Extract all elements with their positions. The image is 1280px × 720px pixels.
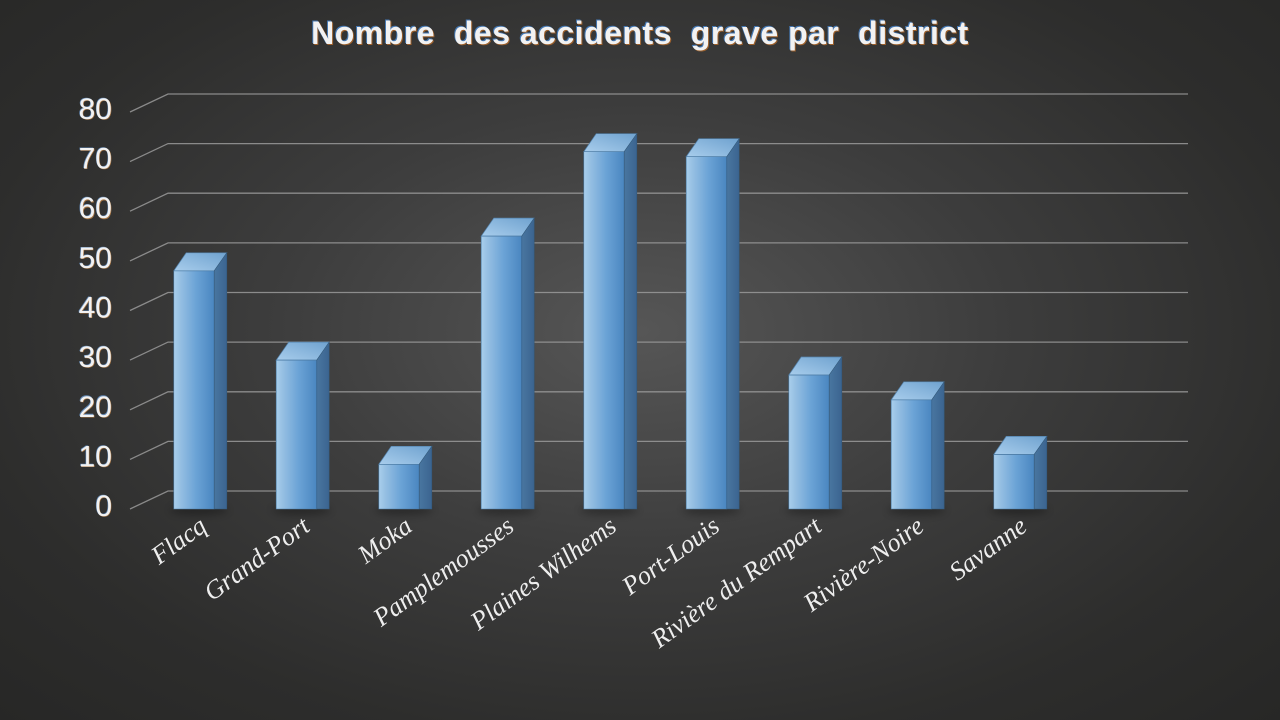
svg-text:60: 60 [79, 192, 112, 225]
svg-text:70: 70 [79, 143, 112, 176]
svg-text:10: 10 [79, 440, 112, 473]
svg-text:0: 0 [95, 490, 112, 523]
svg-text:30: 30 [79, 341, 112, 374]
svg-text:50: 50 [79, 242, 112, 275]
svg-text:40: 40 [79, 292, 112, 325]
svg-text:80: 80 [79, 93, 112, 126]
svg-text:20: 20 [79, 391, 112, 424]
